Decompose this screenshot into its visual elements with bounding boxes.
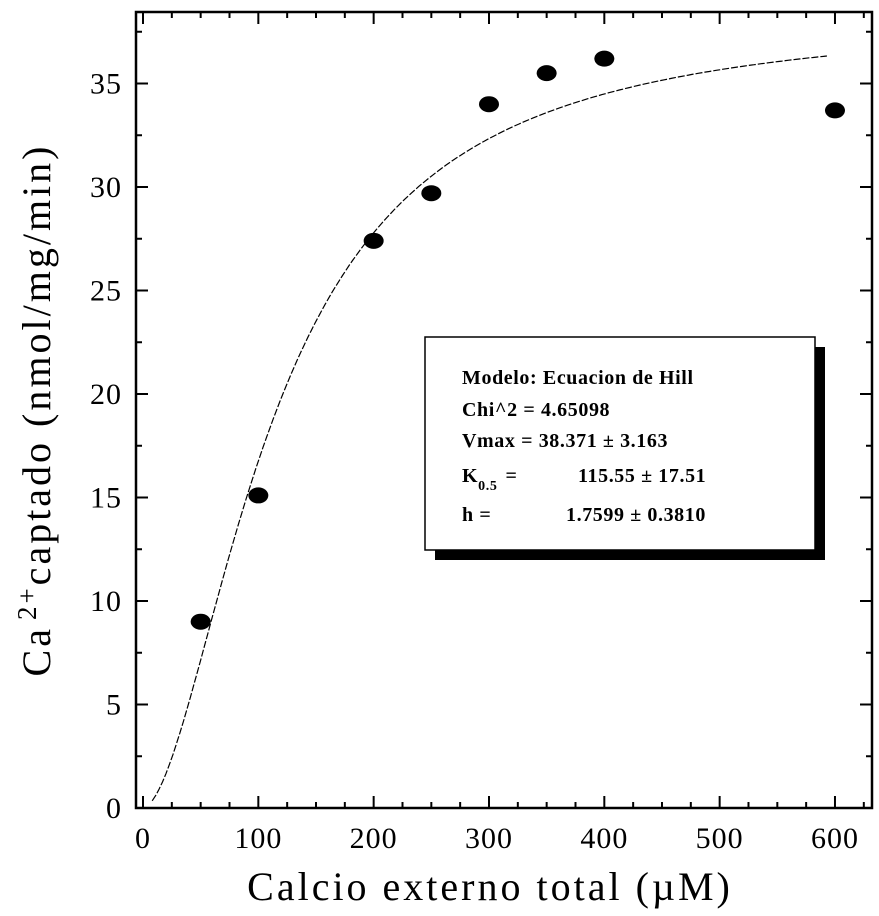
fit-chi2-label: Chi^2 = 4.65098 xyxy=(462,399,610,421)
y-tick-label: 10 xyxy=(90,585,122,618)
y-axis-title-symbol: Ca xyxy=(14,626,59,676)
y-tick-label: 35 xyxy=(90,68,122,101)
y-tick-labels: 0 5 10 15 20 25 30 35 xyxy=(90,68,122,826)
fit-vmax-label: Vmax = 38.371 ± 3.163 xyxy=(462,430,668,452)
data-point xyxy=(248,487,269,504)
plot-frame xyxy=(134,10,874,810)
fit-k05-value: 115.55 ± 17.51 xyxy=(578,465,706,487)
x-tick-label: 200 xyxy=(350,822,398,855)
fit-h-value: 1.7599 ± 0.3810 xyxy=(566,504,706,526)
data-point xyxy=(824,102,845,119)
x-tick-label: 300 xyxy=(465,822,513,855)
y-tick-label: 15 xyxy=(90,482,122,515)
fit-k05-label: K0.5 = xyxy=(462,465,517,494)
y-axis-title: Ca 2+captado (nmol/mg/min) xyxy=(12,144,59,677)
fit-k05-symbol: K xyxy=(462,465,478,487)
y-tick-label: 5 xyxy=(106,689,122,722)
data-point xyxy=(421,185,442,202)
x-tick-label: 600 xyxy=(811,822,859,855)
fit-k05-subscript: 0.5 xyxy=(478,479,497,494)
x-axis-title: Calcio externo total (µM) xyxy=(247,864,733,909)
data-point xyxy=(478,96,499,113)
x-tick-label: 0 xyxy=(135,822,151,855)
y-tick-label: 0 xyxy=(106,792,122,825)
x-tick-labels: 0 100 200 300 400 500 600 xyxy=(135,822,859,855)
y-axis-title-rest: captado (nmol/mg/min) xyxy=(14,144,59,586)
y-axis-title-superscript: 2+ xyxy=(12,585,42,620)
x-tick-label: 500 xyxy=(696,822,744,855)
y-tick-label: 25 xyxy=(90,275,122,308)
data-point xyxy=(190,613,211,630)
data-point xyxy=(363,232,384,249)
x-tick-label: 100 xyxy=(234,822,282,855)
fit-h-label: h = xyxy=(462,504,491,526)
fit-model-label: Modelo: Ecuacion de Hill xyxy=(462,367,694,389)
fit-results-box: Modelo: Ecuacion de Hill Chi^2 = 4.65098… xyxy=(424,336,825,560)
y-tick-label: 20 xyxy=(90,378,122,411)
y-tick-label: 30 xyxy=(90,171,122,204)
x-tick-label: 400 xyxy=(580,822,628,855)
data-point xyxy=(594,50,615,67)
data-points xyxy=(190,50,845,630)
fit-k05-equals: = xyxy=(505,465,517,487)
hill-fit-curve xyxy=(151,55,827,802)
fit-results-panel xyxy=(424,336,816,551)
data-point xyxy=(536,65,557,82)
